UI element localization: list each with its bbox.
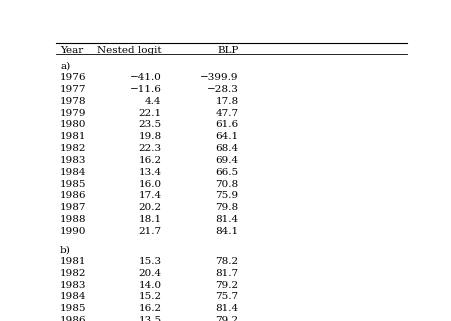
Text: 84.1: 84.1 — [215, 227, 238, 236]
Text: −41.0: −41.0 — [129, 73, 161, 82]
Text: 17.4: 17.4 — [138, 191, 161, 200]
Text: 79.2: 79.2 — [215, 316, 238, 321]
Text: 13.4: 13.4 — [138, 168, 161, 177]
Text: a): a) — [60, 61, 70, 70]
Text: 1981: 1981 — [60, 132, 86, 141]
Text: 1982: 1982 — [60, 144, 86, 153]
Text: 1983: 1983 — [60, 156, 86, 165]
Text: 64.1: 64.1 — [215, 132, 238, 141]
Text: 1985: 1985 — [60, 180, 86, 189]
Text: b): b) — [60, 245, 71, 254]
Text: 68.4: 68.4 — [215, 144, 238, 153]
Text: 61.6: 61.6 — [215, 120, 238, 129]
Text: 81.4: 81.4 — [215, 304, 238, 313]
Text: 20.2: 20.2 — [138, 203, 161, 212]
Text: 16.0: 16.0 — [138, 180, 161, 189]
Text: 23.5: 23.5 — [138, 120, 161, 129]
Text: 18.1: 18.1 — [138, 215, 161, 224]
Text: 81.4: 81.4 — [215, 215, 238, 224]
Text: 1984: 1984 — [60, 168, 86, 177]
Text: 16.2: 16.2 — [138, 156, 161, 165]
Text: 20.4: 20.4 — [138, 269, 161, 278]
Text: 1981: 1981 — [60, 257, 86, 266]
Text: 22.1: 22.1 — [138, 108, 161, 118]
Text: 22.3: 22.3 — [138, 144, 161, 153]
Text: 16.2: 16.2 — [138, 304, 161, 313]
Text: 15.3: 15.3 — [138, 257, 161, 266]
Text: −399.9: −399.9 — [200, 73, 238, 82]
Text: 1985: 1985 — [60, 304, 86, 313]
Text: 78.2: 78.2 — [215, 257, 238, 266]
Text: Year: Year — [60, 46, 83, 55]
Text: 1984: 1984 — [60, 292, 86, 301]
Text: −28.3: −28.3 — [206, 85, 238, 94]
Text: 19.8: 19.8 — [138, 132, 161, 141]
Text: 75.7: 75.7 — [215, 292, 238, 301]
Text: 1980: 1980 — [60, 120, 86, 129]
Text: 1986: 1986 — [60, 191, 86, 200]
Text: 79.2: 79.2 — [215, 281, 238, 290]
Text: Nested logit: Nested logit — [97, 46, 161, 55]
Text: 1978: 1978 — [60, 97, 86, 106]
Text: 75.9: 75.9 — [215, 191, 238, 200]
Text: 17.8: 17.8 — [215, 97, 238, 106]
Text: 1976: 1976 — [60, 73, 86, 82]
Text: 1986: 1986 — [60, 316, 86, 321]
Text: 13.5: 13.5 — [138, 316, 161, 321]
Text: 1979: 1979 — [60, 108, 86, 118]
Text: 70.8: 70.8 — [215, 180, 238, 189]
Text: 47.7: 47.7 — [215, 108, 238, 118]
Text: 1988: 1988 — [60, 215, 86, 224]
Text: BLP: BLP — [217, 46, 238, 55]
Text: 1987: 1987 — [60, 203, 86, 212]
Text: 14.0: 14.0 — [138, 281, 161, 290]
Text: 81.7: 81.7 — [215, 269, 238, 278]
Text: 69.4: 69.4 — [215, 156, 238, 165]
Text: 21.7: 21.7 — [138, 227, 161, 236]
Text: 1982: 1982 — [60, 269, 86, 278]
Text: −11.6: −11.6 — [129, 85, 161, 94]
Text: 15.2: 15.2 — [138, 292, 161, 301]
Text: 66.5: 66.5 — [215, 168, 238, 177]
Text: 1977: 1977 — [60, 85, 86, 94]
Text: 4.4: 4.4 — [145, 97, 161, 106]
Text: 79.8: 79.8 — [215, 203, 238, 212]
Text: 1990: 1990 — [60, 227, 86, 236]
Text: 1983: 1983 — [60, 281, 86, 290]
